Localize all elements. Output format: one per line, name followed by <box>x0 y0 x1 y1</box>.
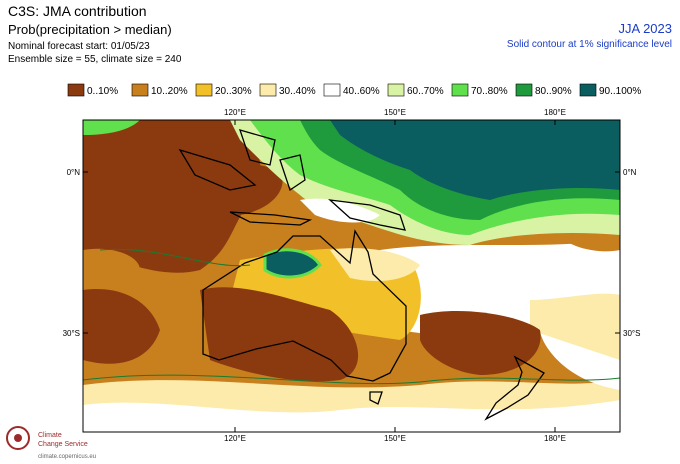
legend-swatch <box>67 83 85 97</box>
lon-label: 120°E <box>224 434 246 443</box>
legend-label: 30..40% <box>279 86 316 97</box>
logo-line-2: Change Service <box>38 441 88 448</box>
subtitle: Prob(precipitation > median) <box>8 22 172 37</box>
legend-swatch <box>451 83 469 97</box>
logo <box>6 426 30 450</box>
lat-label: 30°S <box>623 329 640 338</box>
lon-label: 150°E <box>384 108 406 117</box>
lat-label: 0°N <box>623 168 637 177</box>
logo-line-1: Climate <box>38 432 62 439</box>
legend-swatch <box>259 83 277 97</box>
legend-swatch <box>195 83 213 97</box>
legend-label: 70..80% <box>471 86 508 97</box>
legend-label: 20..30% <box>215 86 252 97</box>
legend-swatch <box>515 83 533 97</box>
lon-label: 180°E <box>544 434 566 443</box>
footer-url: climate.copernicus.eu <box>38 454 96 460</box>
lon-label: 150°E <box>384 434 406 443</box>
legend-label: 90..100% <box>599 86 641 97</box>
season: JJA 2023 <box>619 21 673 36</box>
lon-label: 180°E <box>544 108 566 117</box>
map-frame <box>82 119 621 433</box>
map-field <box>83 120 620 432</box>
legend-label: 10..20% <box>151 86 188 97</box>
legend-swatch <box>323 83 341 97</box>
ensemble-size: Ensemble size = 55, climate size = 240 <box>8 54 182 65</box>
lon-label: 120°E <box>224 108 246 117</box>
legend-swatch <box>131 83 149 97</box>
legend-label: 80..90% <box>535 86 572 97</box>
forecast-start: Nominal forecast start: 01/05/23 <box>8 41 150 52</box>
legend-label: 60..70% <box>407 86 444 97</box>
note: Solid contour at 1% significance level <box>507 39 672 50</box>
legend-swatch <box>387 83 405 97</box>
legend-swatch <box>579 83 597 97</box>
lat-label: 30°S <box>63 329 80 338</box>
legend-label: 40..60% <box>343 86 380 97</box>
legend-label: 0..10% <box>87 86 118 97</box>
lat-label: 0°N <box>67 168 81 177</box>
title: C3S: JMA contribution <box>8 3 147 19</box>
